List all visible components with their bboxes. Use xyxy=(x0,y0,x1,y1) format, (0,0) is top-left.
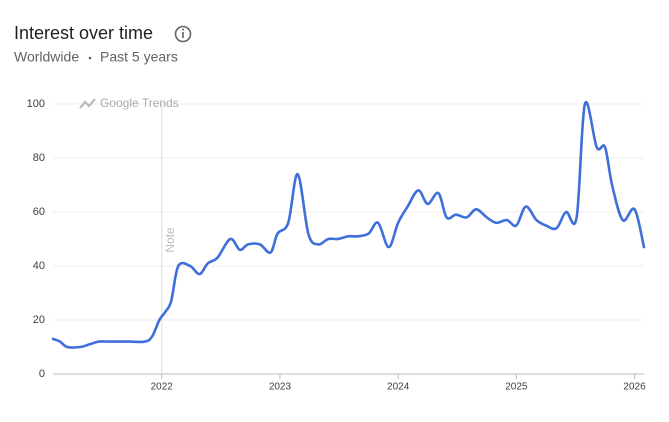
chart-title: Interest over time xyxy=(14,23,153,43)
x-tick-label: 2023 xyxy=(269,382,292,393)
y-tick-label: 60 xyxy=(33,206,45,218)
y-tick-label: 80 xyxy=(33,152,45,164)
subtitle-region: Worldwide xyxy=(14,49,79,65)
y-tick-label: 40 xyxy=(33,260,45,272)
y-tick-label: 20 xyxy=(33,314,45,326)
separator xyxy=(88,56,92,60)
info-icon[interactable] xyxy=(174,25,192,43)
y-tick-label: 0 xyxy=(39,368,45,380)
x-tick-label: 2026 xyxy=(623,382,646,393)
subtitle-period: Past 5 years xyxy=(100,49,178,65)
trends-logo xyxy=(79,98,96,109)
x-tick-label: 2024 xyxy=(387,382,410,393)
watermark: Google Trends xyxy=(100,96,179,110)
trend-line xyxy=(51,100,646,349)
note-label: Note xyxy=(163,227,177,253)
x-tick-label: 2025 xyxy=(505,382,528,393)
x-tick-label: 2022 xyxy=(151,382,174,393)
y-tick-label: 100 xyxy=(27,98,45,110)
